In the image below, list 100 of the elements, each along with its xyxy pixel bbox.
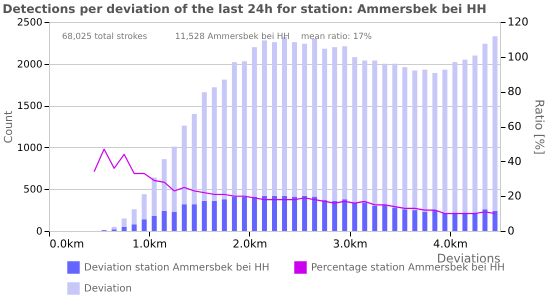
y2-tick-label: 80: [508, 85, 522, 98]
legend-label: Percentage station Ammersbek bei HH: [311, 262, 505, 274]
bar: [212, 87, 217, 201]
bar: [292, 42, 298, 197]
y2-tick-label: 20: [508, 190, 522, 203]
bar: [172, 212, 177, 231]
bar: [142, 194, 147, 220]
bar: [452, 62, 458, 213]
y2-tick-label: 100: [508, 50, 528, 64]
y-tick-label: 0: [36, 226, 42, 238]
bar: [122, 226, 127, 231]
bar: [232, 62, 237, 197]
bar: [302, 44, 308, 196]
x-tick-label: 3.0km: [332, 238, 368, 250]
annotation: mean ratio: 17%: [301, 32, 372, 42]
bar: [342, 199, 348, 231]
bar: [382, 64, 388, 206]
bar: [242, 61, 247, 197]
y-tick-label: 2500: [17, 18, 42, 28]
bar: [242, 196, 247, 231]
bar: [332, 47, 338, 201]
bar: [322, 48, 328, 200]
y2-tick-label: 120: [508, 16, 528, 28]
bar: [222, 80, 227, 200]
y-axis-title: Count: [2, 110, 16, 144]
bar: [492, 36, 498, 211]
bar: [442, 213, 448, 231]
line-series: [94, 148, 496, 214]
bar: [172, 146, 177, 212]
bar: [132, 209, 137, 224]
bar: [432, 72, 438, 210]
bar: [252, 196, 257, 231]
bar: [282, 37, 288, 196]
x-tick-label: 2.0km: [232, 238, 268, 250]
bar: [432, 210, 438, 231]
bar: [442, 70, 448, 214]
bar: [152, 177, 157, 216]
bar: [292, 196, 298, 231]
y2-tick-label: 60: [508, 120, 522, 133]
bar: [352, 57, 358, 203]
y2-tick-label: 0: [508, 224, 514, 238]
bar: [462, 212, 468, 231]
bar: [422, 70, 428, 212]
bar: [482, 209, 488, 231]
bar: [182, 126, 187, 204]
bar: [282, 196, 288, 231]
bar: [112, 226, 117, 230]
chart-title: Detections per deviation of the last 24h for station: Ammersbek bei HH: [2, 2, 487, 16]
bar: [372, 60, 378, 206]
bar: [392, 208, 398, 231]
bar: [352, 202, 358, 231]
bar: [122, 218, 127, 227]
bar: [272, 42, 277, 196]
y2-tick-label: 40: [508, 154, 522, 168]
bar: [412, 210, 418, 231]
bar: [412, 70, 418, 210]
bar: [142, 219, 147, 231]
bar: [312, 196, 318, 231]
y-tick-label: 500: [23, 184, 42, 196]
bar: [222, 199, 227, 231]
bar: [262, 196, 267, 231]
x-tick-label: 0.0km: [50, 238, 84, 250]
bar: [162, 210, 167, 231]
bar: [212, 200, 217, 231]
bar: [202, 92, 207, 201]
legend-label: Deviation station Ammersbek bei HH: [84, 262, 270, 274]
bar: [152, 216, 157, 231]
bar: [362, 202, 368, 231]
bar: [452, 212, 458, 231]
bar: [342, 46, 348, 200]
bar: [202, 200, 207, 231]
bar: [482, 44, 488, 210]
annotation: 68,025 total strokes: [62, 32, 148, 42]
bar: [402, 67, 408, 210]
bar: [492, 210, 498, 231]
bar: [302, 196, 308, 231]
y-tick-label: 2000: [17, 59, 42, 70]
bar: [362, 60, 368, 203]
bar: [162, 159, 167, 211]
legend-label: Deviation: [84, 284, 132, 294]
bar: [182, 204, 187, 231]
bar: [272, 196, 277, 231]
bar: [322, 200, 328, 231]
x-tick-label: 4.0km: [433, 238, 468, 250]
bar: [402, 209, 408, 231]
bar: [382, 205, 388, 231]
bar: [392, 64, 398, 208]
bar: [472, 212, 478, 231]
bar: [332, 200, 338, 231]
y2-axis-title: Ratio [%]: [532, 99, 546, 155]
bar: [252, 47, 257, 197]
x-tick-label: 1.0km: [132, 238, 168, 250]
bar: [312, 38, 318, 197]
y-tick-label: 1500: [17, 101, 42, 112]
bar: [192, 204, 197, 231]
bar: [132, 224, 137, 231]
annotation: 11,528 Ammersbek bei HH: [175, 32, 290, 42]
bar: [262, 40, 267, 196]
bar: [232, 196, 237, 231]
bar: [462, 60, 468, 213]
